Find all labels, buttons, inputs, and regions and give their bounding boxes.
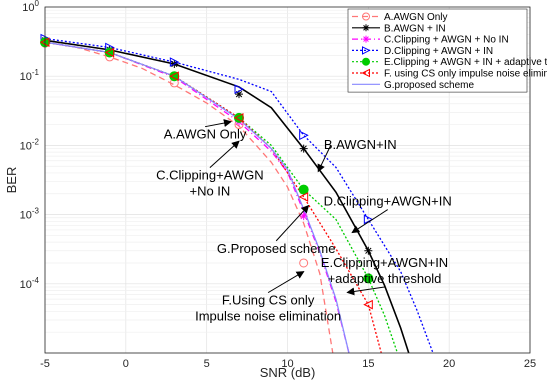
legend-entry: F. using CS only impulse noise eliminati…	[352, 69, 547, 80]
y-tick-exponent: -4	[32, 276, 40, 285]
marker-triangle-left	[104, 47, 115, 58]
annotation-arrow	[275, 204, 310, 242]
x-tick-label: 20	[443, 358, 455, 370]
marker-triangle-left	[363, 299, 373, 310]
annotation-text: G.Proposed scheme	[217, 241, 336, 256]
legend-entry: D.Clipping + AWGN + IN	[352, 46, 493, 57]
legend-label: A.AWGN Only	[384, 12, 448, 23]
annotation-text: E.Clipping+AWGN+IN	[321, 255, 448, 270]
annotation-text: +No IN	[189, 184, 230, 199]
series-line	[45, 41, 334, 353]
legend-label: C.Clipping + AWGN + No IN	[384, 35, 509, 46]
legend-entry: A.AWGN Only	[352, 12, 448, 23]
x-tick-label: 25	[524, 358, 536, 370]
marker-circle	[299, 258, 309, 268]
y-tick-label: 10-3	[20, 207, 40, 222]
legend-label: E.Clipping + AWGN + IN + adaptive thresh…	[384, 57, 547, 68]
marker-triangle-right	[362, 46, 371, 55]
annotation-arrow	[346, 286, 385, 296]
annotation: D.Clipping+AWGN+IN	[324, 194, 452, 234]
marker-triangle-right	[363, 214, 374, 225]
legend-entry: E.Clipping + AWGN + IN + adaptive thresh…	[352, 57, 547, 68]
legend-label: G.proposed scheme	[384, 80, 474, 91]
legend-entry: C.Clipping + AWGN + No IN	[352, 35, 509, 46]
marker-filled-circle	[362, 57, 370, 66]
marker-star	[362, 24, 370, 32]
legend-entry: G.proposed scheme	[352, 80, 474, 91]
legend-label: F. using CS only impulse noise eliminati…	[384, 69, 547, 80]
annotation-text: D.Clipping+AWGN+IN	[324, 194, 452, 209]
x-tick-label: 15	[362, 358, 374, 370]
marker-filled-circle	[298, 184, 309, 195]
x-tick-label: 5	[204, 358, 210, 370]
marker-star	[299, 212, 308, 221]
annotation-text: B.AWGN+IN	[324, 137, 397, 152]
series-line	[45, 37, 434, 353]
marker-triangle-left	[361, 68, 370, 78]
marker-triangle-right	[169, 57, 180, 67]
marker-triangle-right	[299, 130, 309, 141]
x-tick-label: 10	[281, 358, 293, 370]
legend-label: B.AWGN + IN	[384, 23, 446, 34]
y-tick-label: 10-1	[20, 68, 40, 83]
x-tick-label: -5	[40, 358, 50, 370]
series-line	[45, 41, 399, 353]
marker-triangle-left	[233, 113, 244, 123]
y-tick-label: 100	[22, 0, 39, 14]
annotation-arrow	[209, 140, 240, 169]
y-tick-exponent: 0	[35, 0, 40, 8]
annotation-text: +adaptive threshold	[328, 271, 442, 286]
y-tick-exponent: -1	[32, 68, 40, 77]
annotation-text: F.Using CS only	[222, 293, 315, 308]
annotation-text: C.Clipping+AWGN	[156, 168, 264, 183]
x-tick-label: 0	[123, 358, 129, 370]
series-line	[45, 41, 350, 353]
y-tick-exponent: -2	[32, 137, 40, 146]
annotation: E.Clipping+AWGN+IN+adaptive threshold	[321, 255, 448, 296]
legend-entry: B.AWGN + IN	[352, 23, 446, 34]
legend-label: D.Clipping + AWGN + IN	[384, 46, 493, 57]
marker-circle	[362, 12, 370, 21]
y-tick-label: 10-2	[20, 137, 40, 152]
annotation: A.AWGN Only	[164, 119, 247, 142]
annotation: G.Proposed scheme	[217, 204, 336, 256]
marker-triangle-right	[234, 84, 245, 94]
x-axis-title: SNR (dB)	[260, 365, 316, 380]
marker-triangle-left	[298, 192, 309, 202]
annotation: B.AWGN+IN	[317, 137, 397, 173]
marker-star	[364, 246, 373, 255]
annotation-text: Impulse noise elimination	[195, 309, 341, 324]
annotation: C.Clipping+AWGN+No IN	[156, 140, 264, 199]
marker-filled-circle	[363, 273, 374, 284]
marker-star	[299, 144, 308, 153]
y-tick-label: 10-4	[20, 276, 40, 291]
marker-star	[362, 35, 370, 43]
marker-star	[235, 90, 243, 99]
annotation-arrow	[267, 271, 305, 294]
y-tick-exponent: -3	[32, 207, 40, 216]
annotation-arrow	[204, 119, 232, 128]
annotation-text: A.AWGN Only	[164, 127, 247, 142]
annotation-arrow	[351, 209, 389, 234]
marker-triangle-left	[169, 71, 179, 82]
annotation-arrow	[317, 145, 332, 173]
y-axis-title: BER	[4, 167, 19, 194]
plot-frame	[44, 6, 531, 354]
